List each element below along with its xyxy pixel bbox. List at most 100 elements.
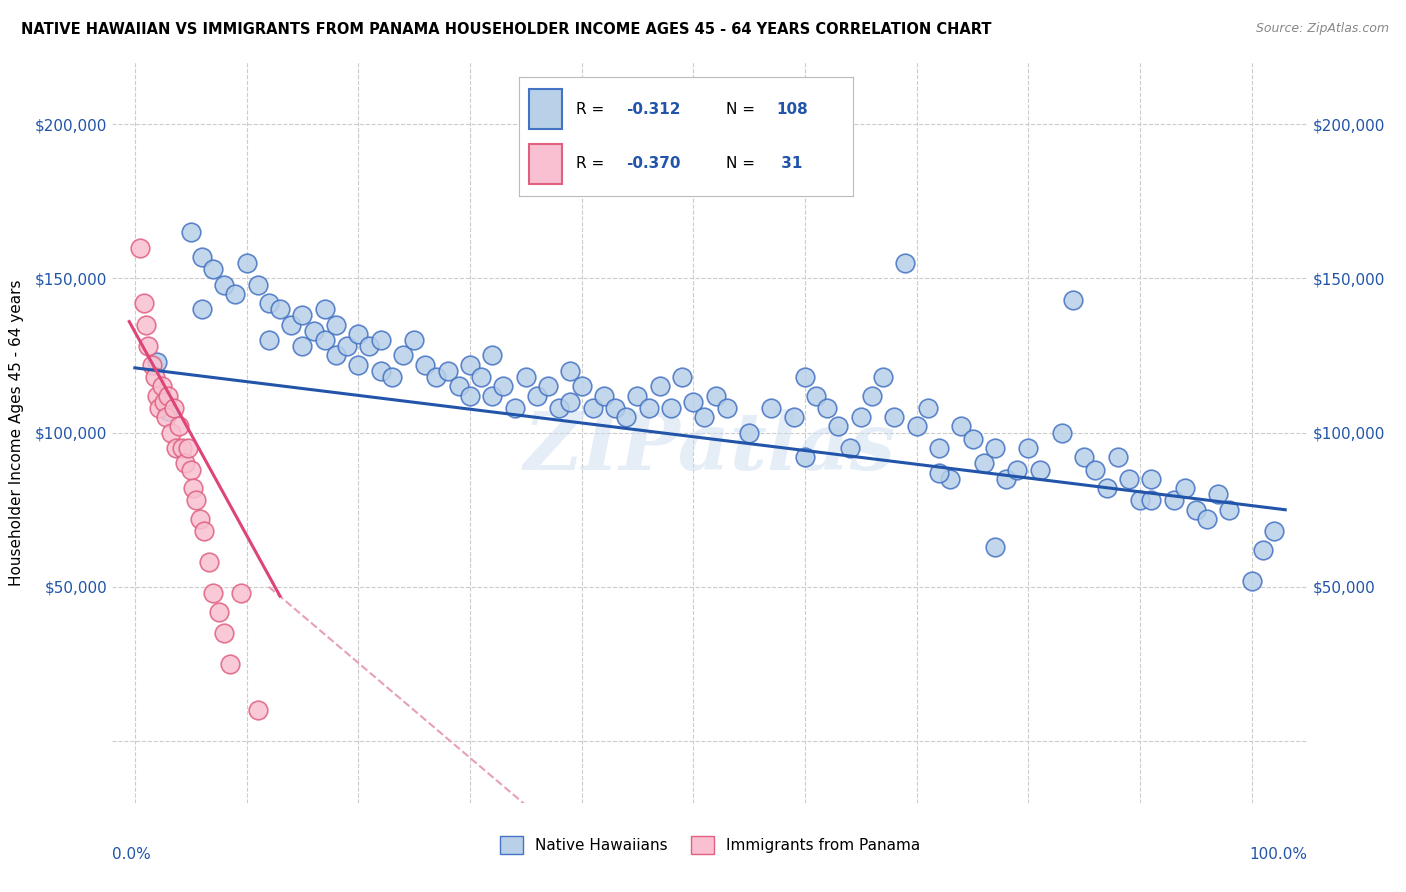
Y-axis label: Householder Income Ages 45 - 64 years: Householder Income Ages 45 - 64 years	[8, 279, 24, 586]
Point	[129, 240, 152, 255]
Point	[1240, 574, 1263, 588]
Point	[165, 441, 187, 455]
Point	[447, 379, 470, 393]
Point	[246, 703, 269, 717]
Point	[381, 370, 404, 384]
Point	[849, 410, 872, 425]
Point	[481, 389, 503, 403]
Point	[336, 339, 359, 353]
Point	[682, 394, 704, 409]
Point	[169, 419, 191, 434]
Point	[325, 349, 347, 363]
Point	[503, 401, 526, 415]
Point	[1218, 502, 1240, 516]
Point	[359, 339, 381, 353]
Point	[174, 457, 197, 471]
Point	[325, 318, 347, 332]
Point	[872, 370, 894, 384]
Point	[143, 370, 166, 384]
Point	[1129, 493, 1152, 508]
Point	[347, 326, 370, 341]
Point	[257, 333, 280, 347]
Point	[693, 410, 716, 425]
Point	[1073, 450, 1095, 465]
Point	[815, 401, 838, 415]
Point	[626, 389, 648, 403]
Point	[1050, 425, 1073, 440]
Point	[141, 358, 163, 372]
Point	[1251, 542, 1274, 557]
Point	[314, 333, 336, 347]
Text: 100.0%: 100.0%	[1250, 847, 1308, 863]
Point	[995, 472, 1018, 486]
Point	[186, 493, 208, 508]
Text: 0.0%: 0.0%	[112, 847, 152, 863]
Point	[458, 389, 481, 403]
Point	[193, 524, 215, 539]
Point	[917, 401, 939, 415]
Point	[257, 296, 280, 310]
Legend: Native Hawaiians, Immigrants from Panama: Native Hawaiians, Immigrants from Panama	[492, 828, 928, 862]
Point	[894, 256, 917, 270]
Point	[132, 296, 155, 310]
Point	[783, 410, 806, 425]
Point	[984, 540, 1007, 554]
Point	[370, 333, 392, 347]
Point	[1163, 493, 1185, 508]
Point	[761, 401, 783, 415]
Point	[197, 555, 219, 569]
Point	[984, 441, 1007, 455]
Point	[458, 358, 481, 372]
Point	[614, 410, 637, 425]
Point	[302, 324, 325, 338]
Point	[704, 389, 727, 403]
Point	[425, 370, 447, 384]
Point	[593, 389, 616, 403]
Point	[177, 441, 200, 455]
Point	[246, 277, 269, 292]
Point	[1140, 493, 1163, 508]
Point	[159, 425, 181, 440]
Point	[1084, 462, 1107, 476]
Point	[436, 364, 458, 378]
Point	[1017, 441, 1039, 455]
Point	[163, 401, 186, 415]
Point	[738, 425, 761, 440]
Point	[229, 586, 252, 600]
Point	[314, 302, 336, 317]
Point	[1107, 450, 1129, 465]
Point	[155, 410, 177, 425]
Point	[392, 349, 415, 363]
Point	[515, 370, 537, 384]
Point	[827, 419, 849, 434]
Point	[146, 354, 169, 368]
Point	[1118, 472, 1140, 486]
Point	[191, 250, 214, 264]
Point	[150, 379, 173, 393]
Point	[1185, 502, 1208, 516]
Point	[794, 450, 817, 465]
Point	[883, 410, 905, 425]
Point	[191, 302, 214, 317]
Point	[939, 472, 962, 486]
Point	[526, 389, 548, 403]
Point	[860, 389, 883, 403]
Point	[201, 262, 224, 277]
Point	[648, 379, 671, 393]
Point	[218, 657, 240, 671]
Point	[905, 419, 928, 434]
Point	[492, 379, 515, 393]
Point	[1095, 481, 1118, 495]
Point	[402, 333, 425, 347]
Point	[537, 379, 560, 393]
Point	[413, 358, 436, 372]
Point	[659, 401, 682, 415]
Point	[560, 364, 582, 378]
Point	[1062, 293, 1084, 307]
Point	[1174, 481, 1197, 495]
Point	[671, 370, 693, 384]
Point	[181, 481, 204, 495]
Point	[212, 277, 235, 292]
Text: Source: ZipAtlas.com: Source: ZipAtlas.com	[1256, 22, 1389, 36]
Point	[582, 401, 605, 415]
